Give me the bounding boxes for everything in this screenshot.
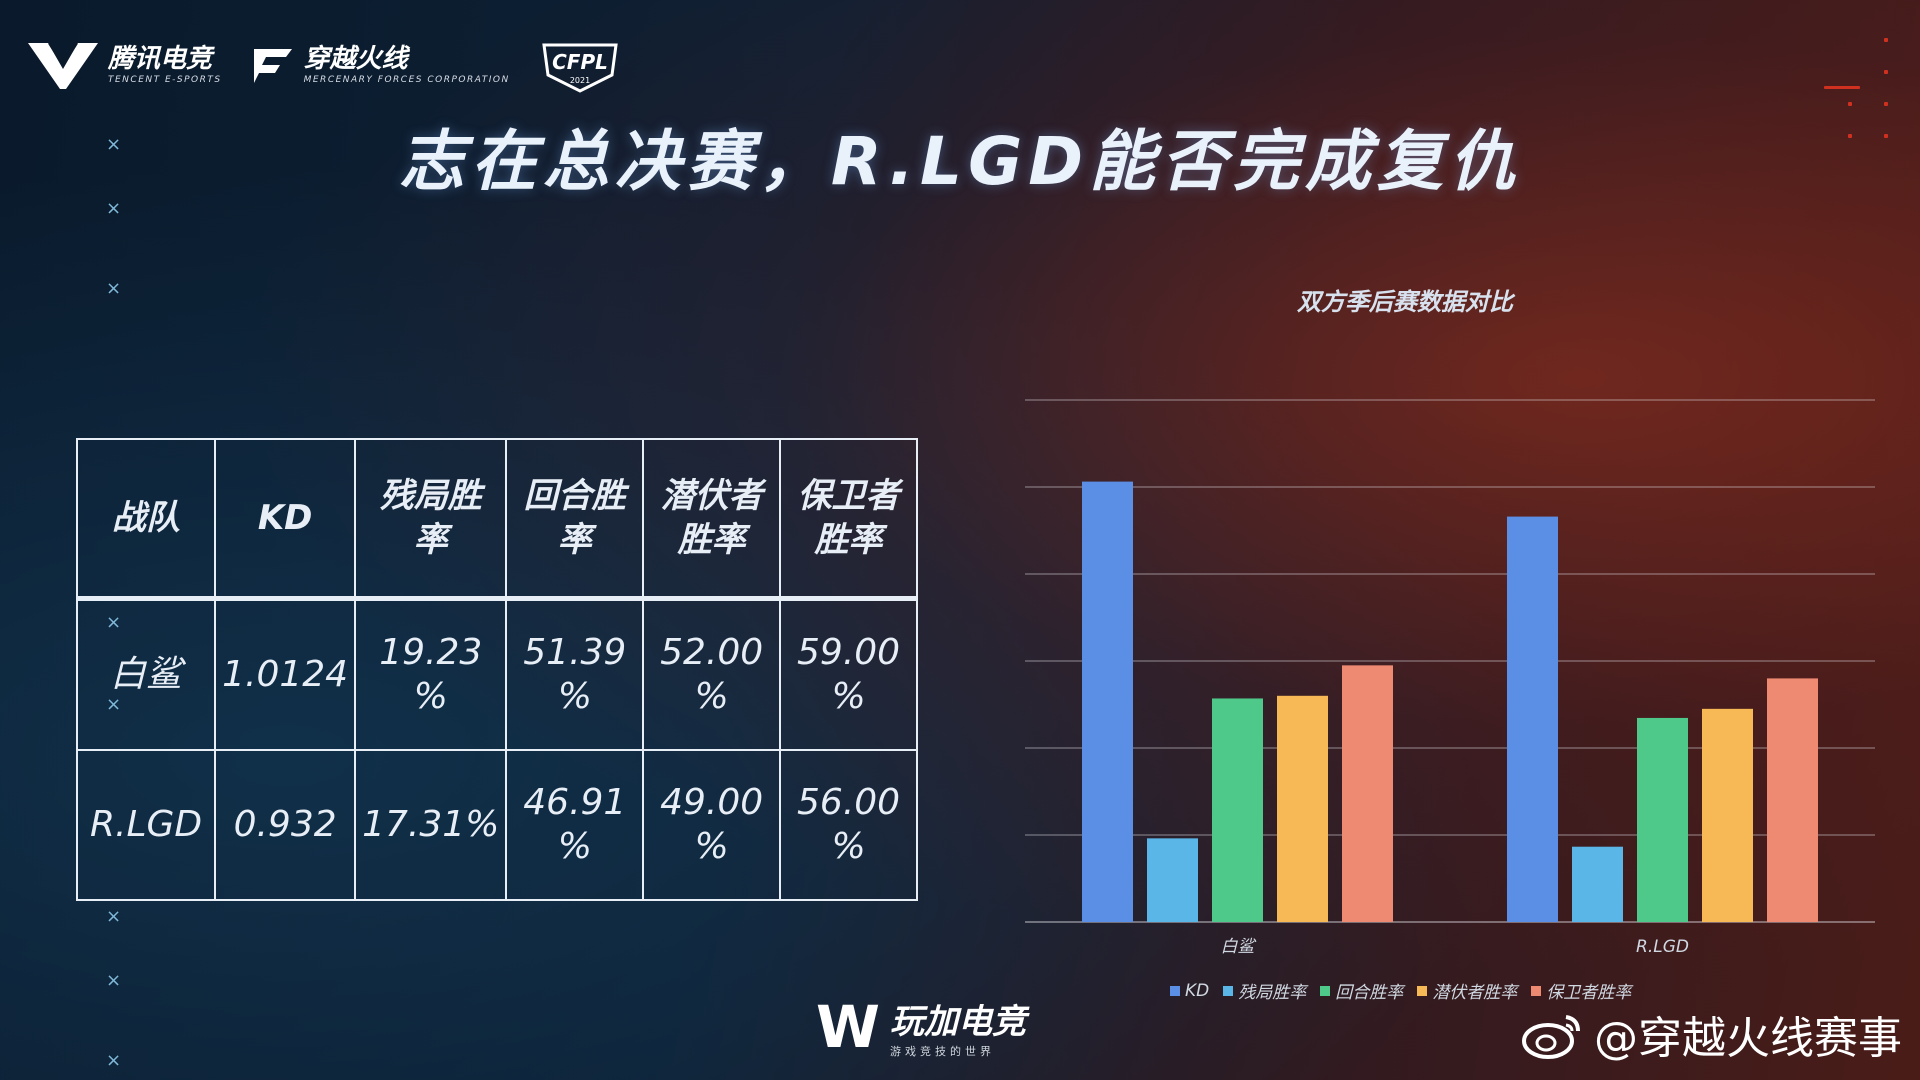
table-header-cell: 残局胜率 (354, 438, 508, 600)
table-cell: 52.00% (642, 597, 782, 751)
legend-item: 回合胜率 (1320, 978, 1403, 1003)
cfpl-logo-text: CFPL (552, 50, 608, 74)
decor-x-icon: × (106, 134, 122, 155)
legend-swatch (1417, 985, 1428, 996)
tencent-esports-logo: 腾讯电竞 TENCENT E-SPORTS (26, 39, 222, 91)
table-header-row: 战队 KD 残局胜率回合胜率潜伏者 胜率 保卫者 胜率 (75, 438, 918, 600)
table-header-cell: 战队 (75, 438, 217, 600)
crossfire-logo-sub: MERCENARY FORCES CORPORATION (303, 74, 510, 85)
legend-item: 残局胜率 (1223, 978, 1306, 1003)
table-cell: 17.31% (354, 749, 508, 901)
legend-swatch (1320, 985, 1331, 996)
crossfire-cf-icon (253, 49, 292, 83)
legend-swatch (1223, 985, 1234, 996)
table-cell: R.LGD (75, 749, 217, 901)
table-body: 白鲨 1.0124 19.23% 51.39% 52.00% 59.00% R.LGD 0.9… (75, 597, 918, 901)
cfpl-shield-icon: CFPL 2021 (541, 43, 618, 93)
table-cell: 1.0124 (214, 597, 357, 751)
bar (1637, 717, 1688, 922)
bar-chart-svg: 白鲨 R.LGD (1025, 399, 1875, 957)
legend-item: 保卫者胜率 (1531, 978, 1631, 1003)
decor-x-icon: × (106, 906, 122, 927)
bar (1212, 698, 1263, 922)
decor-x-icon: × (106, 198, 122, 219)
bar (1702, 708, 1753, 922)
decor-x-icon: × (106, 278, 122, 299)
tencent-v-icon (28, 41, 98, 89)
bar (1342, 665, 1393, 922)
wanplus-brand: 玩加电竞 (889, 1002, 1026, 1042)
bar (1277, 695, 1328, 922)
bar (1767, 678, 1818, 922)
legend-label: 潜伏者胜率 (1432, 983, 1518, 1003)
weibo-handle: @穿越火线赛事 (1594, 1013, 1902, 1064)
table-cell: 19.23% (354, 597, 508, 751)
bar (1082, 481, 1133, 922)
legend-item: 潜伏者胜率 (1417, 978, 1517, 1003)
bar (1572, 846, 1623, 922)
chart-legend: KD 残局胜率 回合胜率 潜伏者胜率 保卫者胜率 (1170, 978, 1631, 1003)
legend-label: KD (1185, 980, 1210, 1001)
bar (1507, 516, 1558, 922)
wanplus-brand-sub: 游戏竞技的世界 (889, 1045, 995, 1058)
chart-title: 双方季后赛数据对比 (1297, 288, 1513, 316)
legend-swatch (1531, 985, 1542, 996)
decor-x-icon: × (106, 1050, 122, 1071)
table-header-cell: 潜伏者 胜率 (642, 438, 782, 600)
table-cell: 49.00% (642, 749, 782, 901)
wanplus-w-icon: W (816, 992, 880, 1061)
table-cell: 白鲨 (75, 597, 217, 751)
cfpl-logo: CFPL 2021 (538, 35, 622, 95)
legend-label: 保卫者胜率 (1546, 983, 1632, 1003)
table-header-cell: KD (214, 438, 357, 600)
team-stats-table: 战队 KD 残局胜率回合胜率潜伏者 胜率 保卫者 胜率 白鲨 1.0124 19.23% 51.… (75, 438, 918, 901)
header-logos: 腾讯电竞 TENCENT E-SPORTS 穿越火线 MERCENARY FOR… (26, 30, 622, 100)
comparison-chart: 双方季后赛数据对比 白鲨 R.LGD KD 残局胜率 回合胜率 潜伏者胜率 保卫者胜率 (1010, 270, 1910, 1010)
x-tick-label: R.LGD (1636, 937, 1689, 957)
weibo-watermark: @穿越火线赛事 (1522, 1002, 1902, 1066)
legend-item: KD (1170, 978, 1209, 1003)
decor-x-icon: × (106, 970, 122, 991)
table-row: R.LGD 0.932 17.31% 46.91% 49.00% 56.00% (75, 749, 918, 901)
legend-label: 回合胜率 (1335, 983, 1404, 1003)
table-cell: 59.00% (779, 597, 918, 751)
wanplus-logo: W 玩加电竞 游戏竞技的世界 (816, 994, 1026, 1059)
crossfire-logo-text: 穿越火线 (303, 43, 408, 74)
table-header-cell: 保卫者 胜率 (779, 438, 918, 600)
cfpl-logo-year: 2021 (570, 76, 590, 85)
tencent-logo-sub: TENCENT E-SPORTS (108, 74, 222, 85)
bar (1147, 838, 1198, 922)
crossfire-logo: 穿越火线 MERCENARY FORCES CORPORATION (250, 43, 510, 87)
table-cell: 46.91% (505, 749, 645, 901)
table-cell: 0.932 (214, 749, 357, 901)
table-cell: 56.00% (779, 749, 918, 901)
x-tick-label: 白鲨 (1221, 937, 1257, 957)
page-title: 志在总决赛，R.LGD能否完成复仇 (398, 123, 1522, 200)
weibo-icon (1522, 1015, 1580, 1059)
table-cell: 51.39% (505, 597, 645, 751)
table-row: 白鲨 1.0124 19.23% 51.39% 52.00% 59.00% (75, 597, 918, 751)
legend-label: 残局胜率 (1238, 983, 1307, 1003)
table-header-cell: 回合胜率 (505, 438, 645, 600)
legend-swatch (1170, 985, 1180, 996)
tencent-logo-text: 腾讯电竞 (108, 43, 213, 74)
